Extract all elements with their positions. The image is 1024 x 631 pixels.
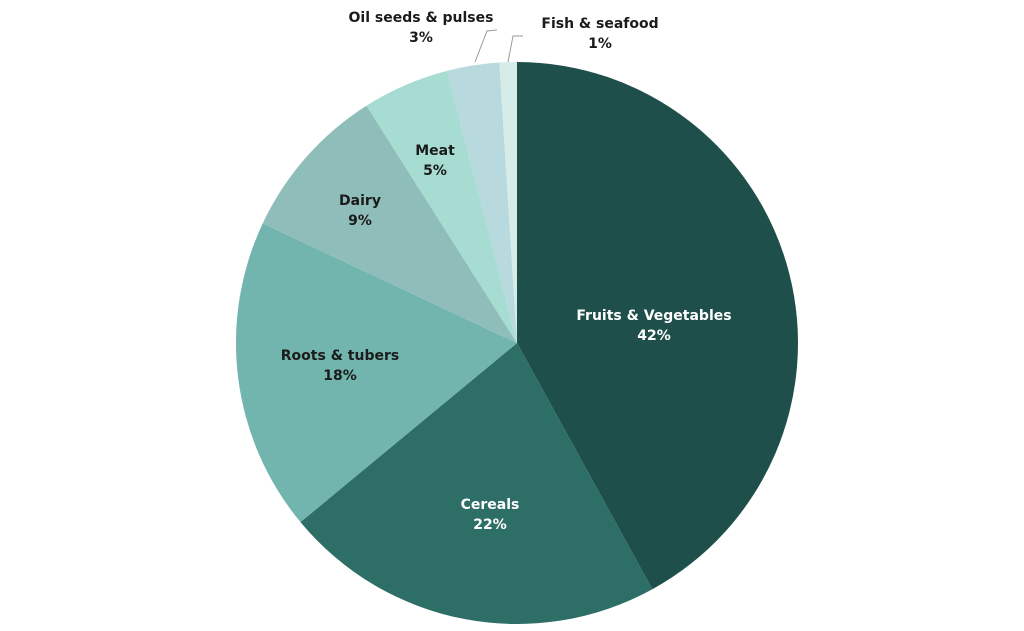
slice-value-meat: 5%: [423, 163, 447, 179]
slice-label-fish-and-seafood: Fish & seafood: [541, 16, 658, 32]
slice-value-dairy: 9%: [348, 213, 372, 229]
slice-label-fruits-and-vegetables: Fruits & Vegetables: [576, 308, 731, 324]
slice-label-roots-and-tubers: Roots & tubers: [281, 348, 399, 364]
slice-value-roots-and-tubers: 18%: [323, 368, 357, 384]
slice-label-cereals: Cereals: [461, 497, 520, 513]
leader-line-fish-and-seafood: [507, 35, 523, 63]
leader-lines-layer: [474, 29, 523, 63]
leader-line-oil-seeds-and-pulses: [474, 29, 498, 63]
pie-slice-meat: [366, 70, 517, 344]
slice-value-cereals: 22%: [473, 517, 507, 533]
pie-slice-roots-and-tubers: [235, 223, 517, 523]
slice-value-fish-and-seafood: 1%: [588, 36, 612, 52]
pie-slice-cereals: [300, 343, 653, 624]
slice-label-meat: Meat: [415, 143, 455, 159]
pie-slice-dairy: [262, 105, 517, 343]
pie-slice-fish-and-seafood: [499, 62, 517, 343]
slices-layer: [235, 62, 799, 624]
labels-layer: Fruits & Vegetables 42% Cereals 22% Roots & …: [281, 10, 732, 533]
slice-value-oil-seeds-and-pulses: 3%: [409, 30, 433, 46]
slice-value-fruits-and-vegetables: 42%: [637, 328, 671, 344]
slice-label-oil-seeds-and-pulses: Oil seeds & pulses: [349, 10, 494, 26]
slice-label-dairy: Dairy: [339, 193, 381, 209]
pie-slice-oil-seeds-and-pulses: [447, 62, 517, 343]
pie-slice-fruits-and-vegetables: [517, 62, 799, 590]
